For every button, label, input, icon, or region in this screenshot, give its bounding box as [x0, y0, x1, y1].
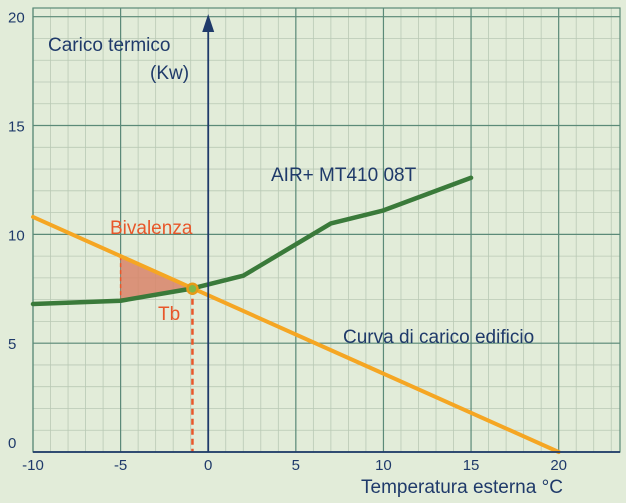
- y-axis-arrow: [202, 14, 215, 32]
- y-tick-label: 0: [8, 435, 16, 452]
- series-label-heatpump: AIR+ MT410 08T: [271, 165, 417, 186]
- y-axis-label-line1: Carico termico: [48, 35, 170, 56]
- tb-label: Tb: [158, 304, 180, 325]
- y-tick-label: 5: [8, 336, 16, 353]
- axes-group: [33, 14, 620, 453]
- series-line-building-load: [31, 214, 561, 454]
- x-tick-label: 10: [375, 457, 392, 474]
- x-tick-label: 0: [204, 457, 212, 474]
- x-tick-label: 20: [550, 457, 567, 474]
- tick-labels-group: -10 -5 0 5 10 15 20 0 5 10 15 20: [8, 10, 567, 474]
- y-axis-label-line2: (Kw): [150, 63, 189, 84]
- x-axis-label: Temperatura esterna °C: [361, 477, 563, 498]
- series-line-heatpump: [30, 175, 474, 307]
- series-group: [30, 175, 561, 454]
- y-tick-label: 20: [8, 10, 25, 27]
- y-tick-label: 15: [8, 119, 25, 136]
- x-tick-label: -10: [22, 457, 44, 474]
- x-tick-label: 15: [463, 457, 480, 474]
- y-tick-label: 10: [8, 227, 25, 244]
- x-tick-label: 5: [292, 457, 300, 474]
- bivalenza-label: Bivalenza: [110, 218, 193, 239]
- balance-point-marker: [186, 282, 199, 296]
- x-tick-label: -5: [114, 457, 127, 474]
- series-label-building-load: Curva di carico edificio: [343, 327, 534, 348]
